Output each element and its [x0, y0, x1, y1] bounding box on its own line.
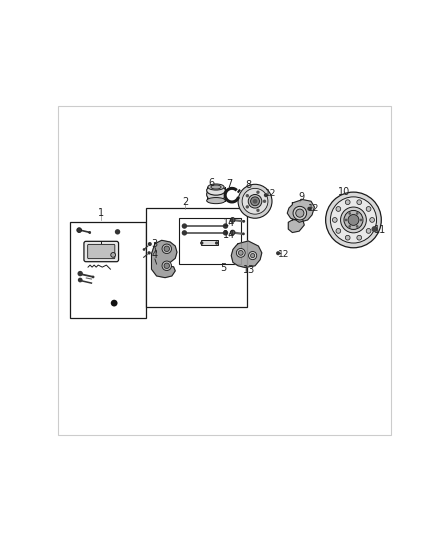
Circle shape	[246, 194, 249, 197]
Ellipse shape	[211, 185, 221, 189]
Circle shape	[256, 208, 260, 212]
FancyBboxPatch shape	[88, 245, 115, 259]
Polygon shape	[288, 219, 304, 232]
Circle shape	[356, 225, 359, 228]
Text: 10: 10	[338, 187, 350, 197]
Polygon shape	[152, 240, 177, 278]
Circle shape	[237, 248, 245, 257]
Circle shape	[200, 241, 203, 245]
Text: 14: 14	[223, 217, 235, 228]
Circle shape	[78, 271, 83, 276]
Circle shape	[251, 254, 254, 257]
Bar	[146, 208, 247, 306]
Circle shape	[332, 217, 337, 222]
Circle shape	[92, 276, 95, 278]
Circle shape	[348, 214, 359, 225]
Circle shape	[371, 226, 378, 232]
Circle shape	[230, 217, 235, 222]
Circle shape	[223, 230, 228, 236]
Circle shape	[242, 188, 268, 214]
Ellipse shape	[207, 198, 225, 204]
Circle shape	[348, 225, 351, 228]
Circle shape	[230, 230, 235, 235]
Circle shape	[88, 231, 91, 233]
Circle shape	[243, 220, 245, 223]
Circle shape	[248, 195, 262, 208]
Circle shape	[164, 263, 170, 269]
FancyBboxPatch shape	[84, 241, 119, 262]
Circle shape	[162, 261, 172, 271]
Ellipse shape	[208, 184, 224, 190]
Circle shape	[182, 230, 187, 236]
Circle shape	[336, 229, 341, 233]
Circle shape	[115, 229, 120, 235]
Ellipse shape	[251, 189, 259, 193]
Circle shape	[370, 217, 374, 222]
Circle shape	[77, 228, 81, 232]
Text: 8: 8	[246, 180, 252, 190]
Circle shape	[336, 207, 341, 212]
Polygon shape	[231, 241, 262, 268]
Text: 4: 4	[151, 249, 157, 260]
Text: 12: 12	[278, 250, 289, 259]
Circle shape	[366, 207, 371, 212]
Text: 2: 2	[182, 197, 189, 207]
Circle shape	[293, 206, 307, 220]
Circle shape	[263, 199, 266, 203]
Text: 5: 5	[220, 263, 226, 273]
Circle shape	[111, 253, 116, 257]
Circle shape	[182, 223, 187, 229]
Circle shape	[345, 236, 350, 240]
Circle shape	[307, 207, 311, 211]
Circle shape	[360, 219, 362, 221]
Circle shape	[276, 251, 280, 255]
Text: 11: 11	[374, 225, 386, 235]
Circle shape	[251, 197, 259, 206]
Circle shape	[348, 212, 351, 215]
Circle shape	[215, 241, 219, 245]
Circle shape	[344, 211, 363, 229]
Circle shape	[143, 248, 145, 251]
Circle shape	[341, 207, 366, 233]
Text: 6: 6	[209, 177, 215, 188]
Circle shape	[111, 300, 117, 306]
Circle shape	[330, 197, 377, 243]
Circle shape	[356, 212, 359, 215]
Circle shape	[148, 251, 151, 255]
Bar	[179, 218, 241, 264]
Polygon shape	[287, 199, 314, 222]
Bar	[201, 240, 218, 245]
Text: 12: 12	[308, 204, 319, 213]
Circle shape	[357, 200, 362, 205]
Text: 13: 13	[243, 264, 255, 274]
Circle shape	[238, 251, 243, 255]
Circle shape	[357, 236, 362, 240]
Ellipse shape	[207, 185, 225, 195]
Circle shape	[366, 229, 371, 233]
Text: 3: 3	[151, 239, 157, 249]
Circle shape	[325, 192, 381, 248]
Circle shape	[296, 209, 304, 217]
Circle shape	[345, 200, 350, 205]
Circle shape	[246, 205, 249, 208]
Text: 7: 7	[226, 179, 232, 189]
Circle shape	[238, 184, 272, 218]
Circle shape	[223, 223, 228, 229]
Circle shape	[345, 219, 347, 221]
Text: 9: 9	[299, 191, 305, 201]
Bar	[70, 222, 146, 318]
Text: 14: 14	[223, 230, 235, 240]
Circle shape	[148, 242, 152, 246]
Circle shape	[249, 252, 257, 260]
Circle shape	[164, 246, 170, 252]
Ellipse shape	[207, 188, 225, 201]
Circle shape	[256, 190, 260, 194]
Circle shape	[242, 232, 245, 235]
Circle shape	[78, 278, 83, 282]
Circle shape	[264, 193, 268, 197]
Circle shape	[162, 244, 172, 254]
Circle shape	[253, 199, 258, 204]
Text: 12: 12	[265, 189, 276, 198]
Text: 1: 1	[98, 208, 104, 218]
